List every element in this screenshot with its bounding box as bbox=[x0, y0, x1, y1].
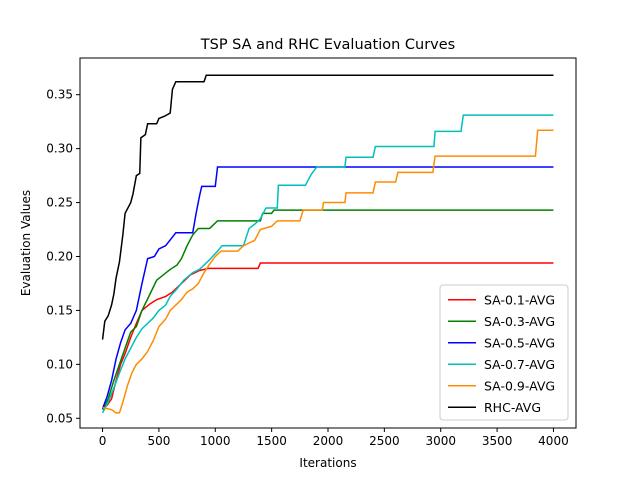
y-tick-label-5: 0.30 bbox=[46, 142, 73, 156]
x-tick-label-8: 4000 bbox=[538, 434, 569, 448]
x-tick-label-2: 1000 bbox=[200, 434, 231, 448]
legend: SA-0.1-AVG SA-0.3-AVG SA-0.5-AVG SA-0.7-AVG… bbox=[439, 284, 569, 421]
x-axis-title: Iterations bbox=[299, 456, 356, 470]
legend-label-1: SA-0.3-AVG bbox=[484, 314, 555, 329]
chart-title: TSP SA and RHC Evaluation Curves bbox=[200, 37, 455, 53]
x-tick-label-1: 500 bbox=[147, 434, 170, 448]
series-line-4 bbox=[102, 129, 554, 414]
legend-label-3: SA-0.7-AVG bbox=[484, 357, 555, 372]
y-tick-label-1: 0.10 bbox=[46, 357, 73, 371]
legend-label-2: SA-0.5-AVG bbox=[484, 335, 555, 350]
x-tick-label-7: 3500 bbox=[482, 434, 513, 448]
series-line-2 bbox=[101, 166, 554, 409]
y-tick-label-0: 0.05 bbox=[46, 411, 73, 425]
x-tick-label-3: 1500 bbox=[256, 434, 287, 448]
series-line-3 bbox=[101, 114, 554, 414]
plot-lines bbox=[101, 74, 554, 414]
y-tick-label-3: 0.20 bbox=[46, 249, 73, 263]
y-tick-label-4: 0.25 bbox=[46, 196, 73, 210]
x-tick-label-4: 2000 bbox=[313, 434, 344, 448]
legend-label-0: SA-0.1-AVG bbox=[484, 292, 555, 307]
y-axis: 0.05 0.10 0.15 0.20 0.25 0.30 0.35 bbox=[46, 88, 80, 425]
x-tick-label-0: 0 bbox=[99, 434, 107, 448]
legend-label-5: RHC-AVG bbox=[484, 400, 541, 415]
y-axis-title: Evaluation Values bbox=[19, 190, 33, 296]
series-line-5 bbox=[101, 74, 554, 340]
series-line-1 bbox=[101, 209, 554, 411]
x-axis: 0 500 1000 1500 2000 2500 3000 3500 4000 bbox=[99, 428, 569, 448]
series-line-0 bbox=[102, 262, 554, 409]
legend-label-4: SA-0.9-AVG bbox=[484, 378, 555, 393]
y-tick-label-2: 0.15 bbox=[46, 303, 73, 317]
y-tick-label-6: 0.35 bbox=[46, 88, 73, 102]
x-tick-label-6: 3000 bbox=[425, 434, 456, 448]
x-tick-label-5: 2500 bbox=[369, 434, 400, 448]
